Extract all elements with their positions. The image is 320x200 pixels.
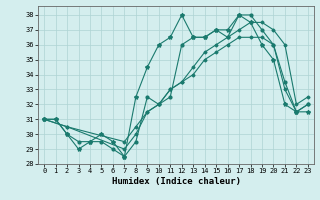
X-axis label: Humidex (Indice chaleur): Humidex (Indice chaleur) — [111, 177, 241, 186]
